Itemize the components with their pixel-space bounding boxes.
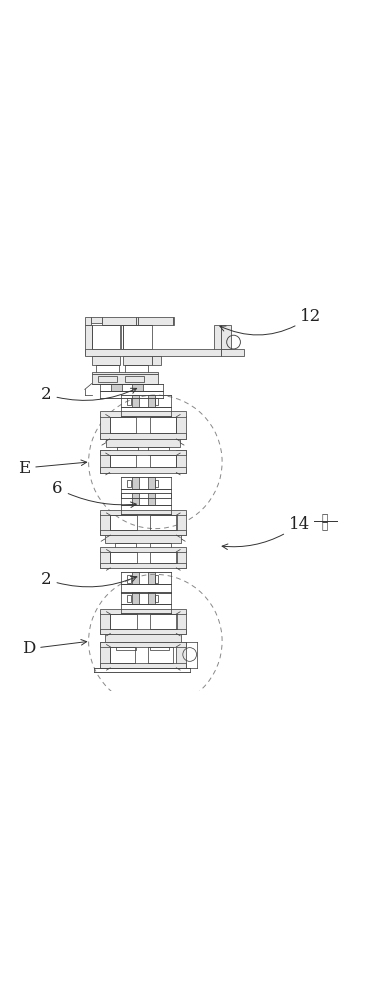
Bar — [100, 609, 186, 614]
Bar — [121, 325, 123, 349]
Bar — [148, 447, 169, 455]
Bar — [154, 480, 158, 487]
Text: D: D — [22, 640, 87, 657]
Bar — [132, 395, 139, 407]
Bar — [176, 551, 186, 568]
Bar — [151, 614, 177, 629]
Bar — [148, 395, 154, 407]
Bar — [125, 376, 144, 382]
Bar — [115, 543, 136, 551]
Bar — [100, 450, 186, 455]
Bar — [100, 467, 186, 473]
Bar — [110, 614, 137, 629]
Bar — [100, 642, 110, 668]
Bar — [100, 663, 186, 668]
Bar — [127, 575, 130, 583]
Bar — [150, 642, 170, 650]
Bar — [92, 356, 120, 365]
Bar — [149, 647, 173, 663]
Bar — [127, 398, 130, 405]
Bar — [150, 455, 176, 467]
Bar — [100, 510, 186, 515]
Bar — [221, 325, 231, 349]
Text: 6: 6 — [52, 480, 136, 507]
Bar — [85, 325, 92, 355]
Text: 内: 内 — [322, 512, 328, 522]
Bar — [123, 325, 152, 349]
Bar — [117, 447, 138, 455]
Bar — [151, 515, 177, 530]
Bar — [176, 450, 186, 473]
Bar — [150, 543, 171, 551]
Bar — [110, 552, 137, 563]
Bar — [148, 592, 154, 604]
Bar — [100, 551, 110, 568]
Text: 14: 14 — [222, 516, 310, 549]
Bar — [100, 563, 186, 568]
Bar — [110, 515, 137, 530]
Bar — [100, 613, 110, 634]
Bar — [148, 477, 154, 489]
Bar — [96, 365, 119, 373]
Bar — [102, 317, 136, 325]
Text: 外: 外 — [322, 520, 328, 530]
Bar — [132, 572, 139, 584]
Text: E: E — [18, 460, 87, 477]
Bar — [110, 647, 135, 663]
Bar — [92, 372, 158, 374]
Bar — [138, 317, 173, 325]
Bar — [92, 374, 158, 384]
Bar — [148, 572, 154, 584]
Bar — [132, 592, 139, 604]
Bar — [176, 416, 186, 439]
Bar — [100, 629, 186, 634]
Text: 2: 2 — [41, 386, 137, 403]
Bar — [132, 384, 143, 391]
Bar — [106, 439, 180, 447]
Bar — [100, 416, 110, 439]
Bar — [100, 411, 186, 417]
Bar — [154, 575, 158, 583]
Bar — [125, 365, 148, 373]
Bar — [132, 477, 139, 489]
Text: 2: 2 — [41, 571, 137, 588]
Bar — [100, 433, 186, 439]
Bar — [148, 493, 154, 505]
Bar — [176, 642, 186, 668]
Bar — [85, 317, 91, 325]
Bar — [91, 317, 102, 323]
Bar — [92, 325, 120, 349]
Bar — [152, 356, 161, 365]
Bar — [111, 384, 122, 391]
Bar — [105, 535, 181, 543]
Bar — [100, 450, 110, 473]
Bar — [173, 317, 175, 325]
Bar — [176, 613, 186, 634]
Bar — [100, 530, 186, 535]
Bar — [176, 514, 186, 535]
Bar — [136, 317, 138, 325]
Bar — [110, 455, 136, 467]
Bar — [100, 547, 186, 552]
Bar — [100, 514, 110, 535]
Bar — [123, 356, 152, 365]
Bar — [105, 634, 181, 642]
Bar — [214, 325, 221, 355]
Bar — [100, 642, 186, 647]
Bar — [85, 349, 221, 356]
Bar — [154, 398, 158, 405]
Bar — [151, 552, 177, 563]
Bar — [154, 595, 158, 602]
Bar — [98, 376, 117, 382]
Bar — [127, 595, 130, 602]
Bar — [127, 480, 130, 487]
Bar — [116, 642, 136, 650]
Bar — [221, 349, 244, 356]
Bar — [132, 493, 139, 505]
Bar — [150, 417, 176, 433]
Text: 12: 12 — [220, 308, 322, 335]
Bar — [110, 417, 136, 433]
